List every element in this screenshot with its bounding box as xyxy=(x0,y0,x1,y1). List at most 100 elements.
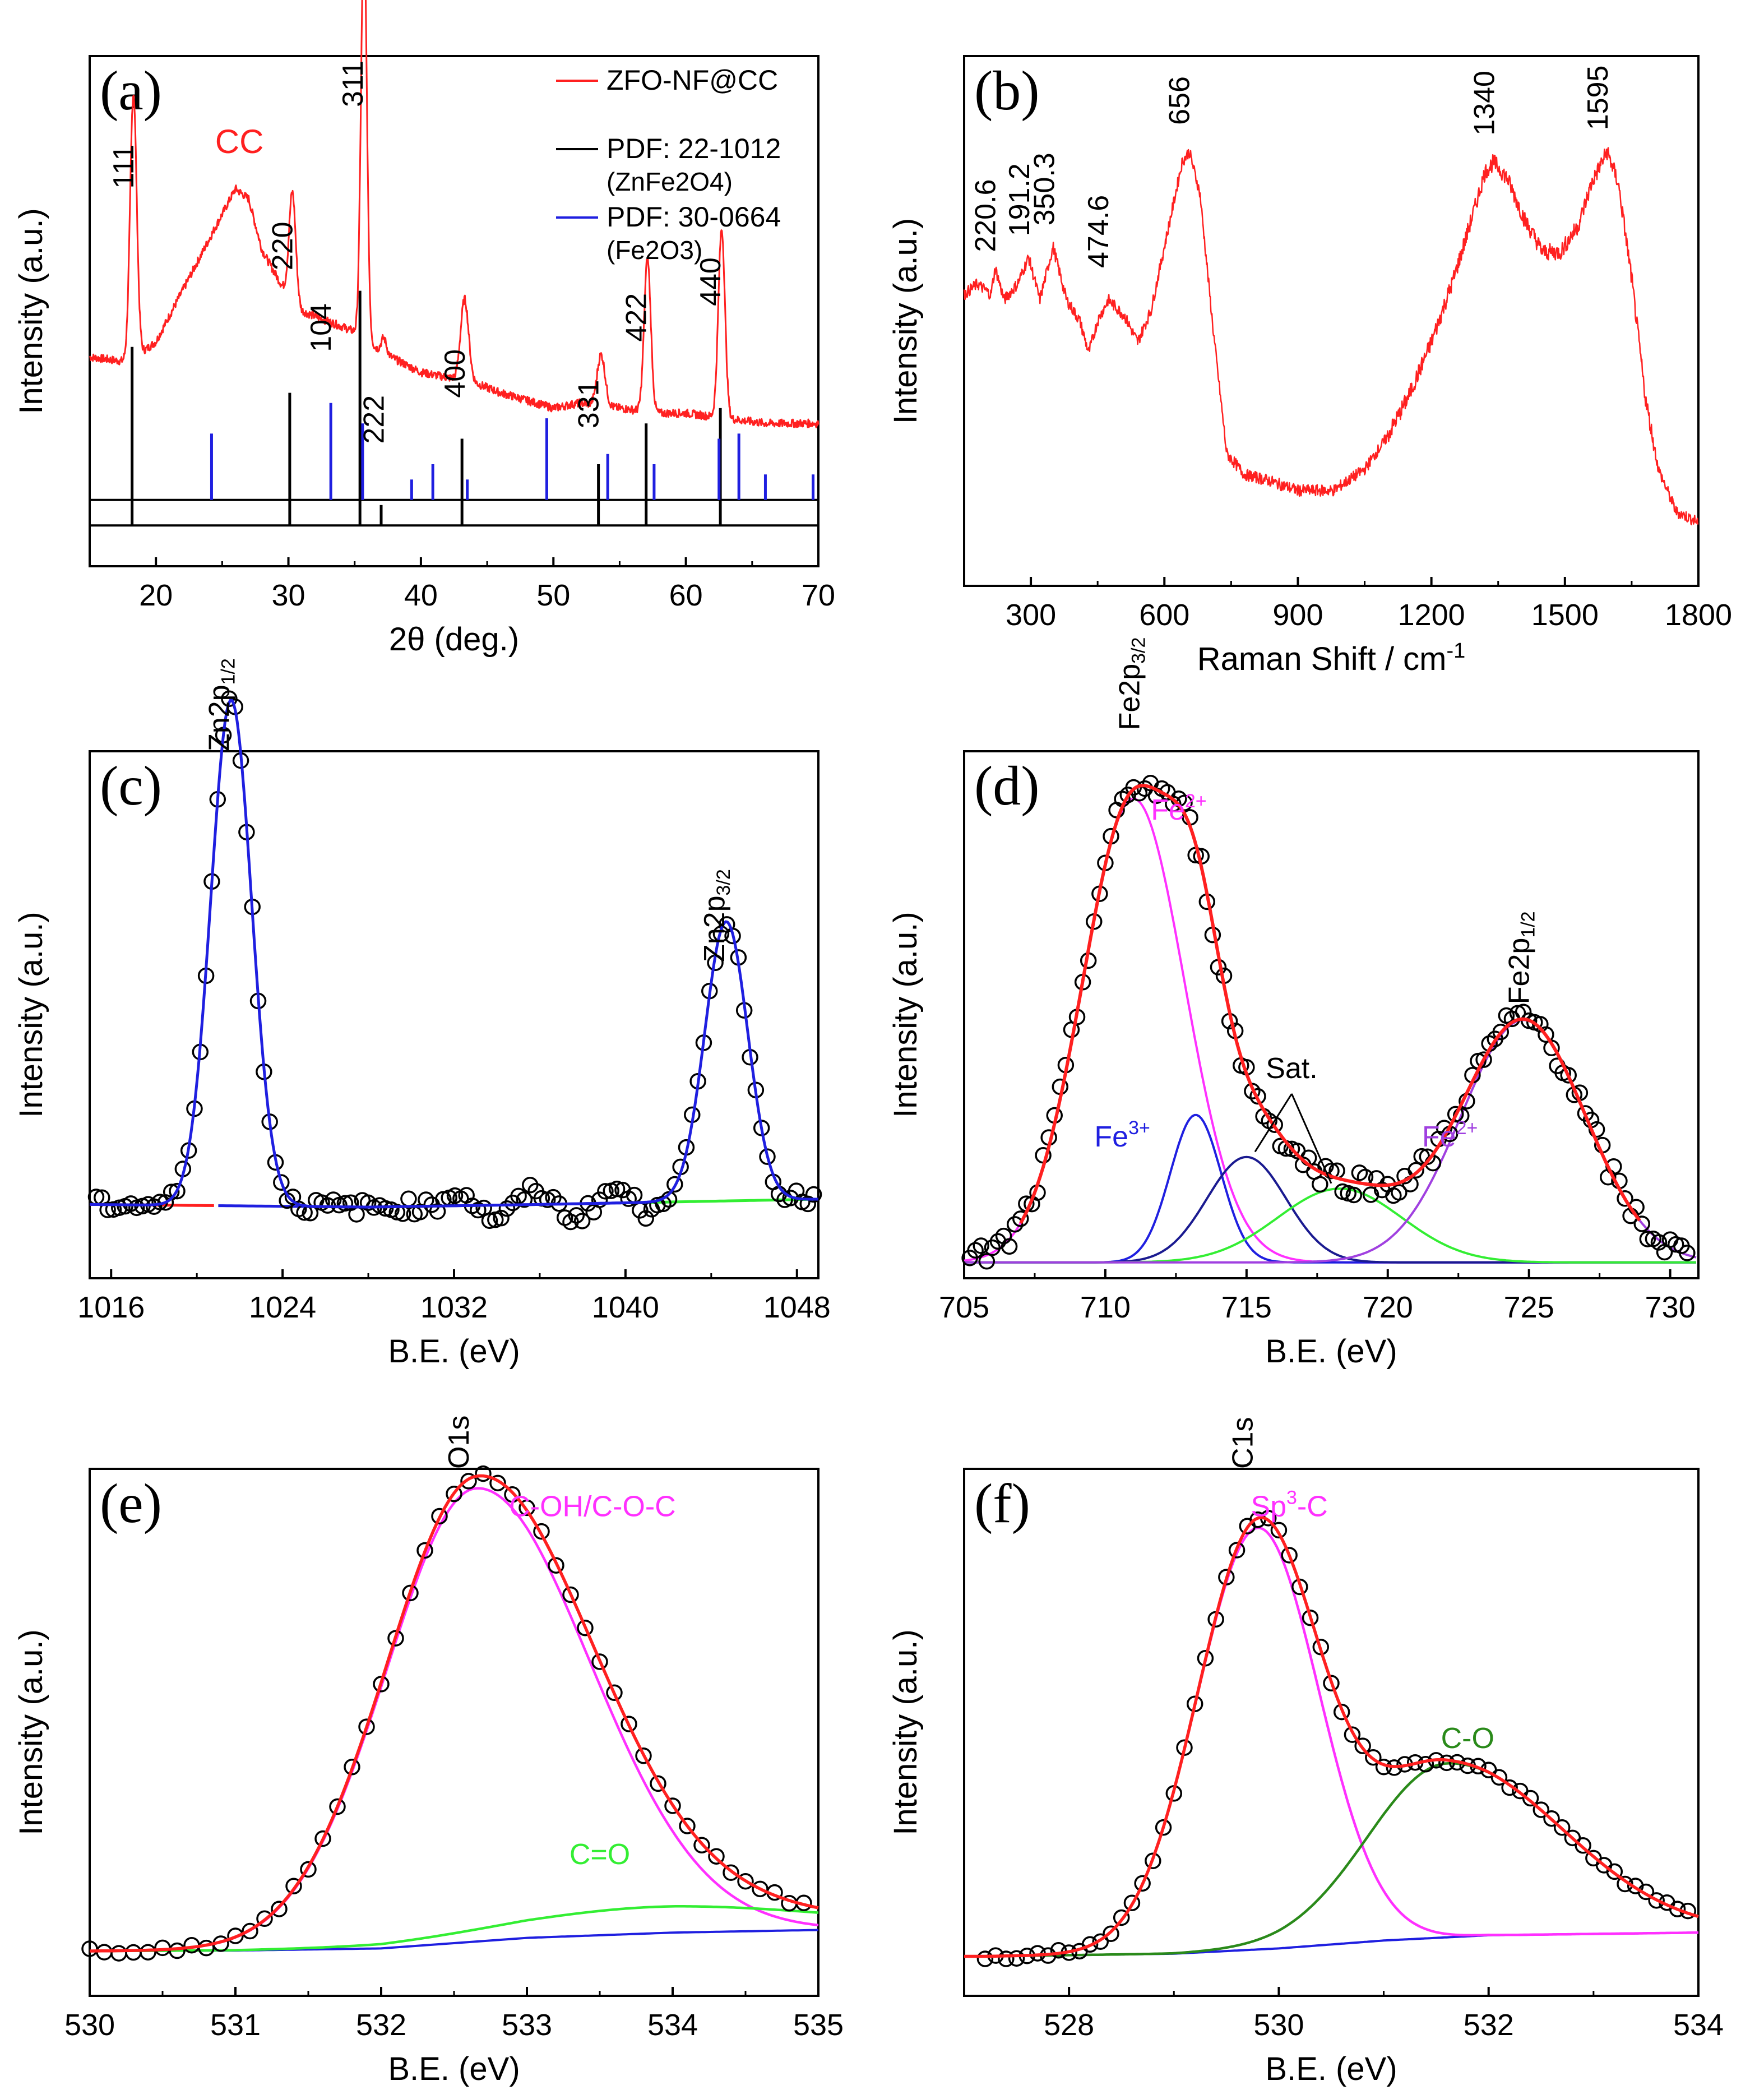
data-point xyxy=(1648,1892,1665,1909)
fit-envelope-line xyxy=(1019,784,1641,1224)
legend-sublabel: (ZnFe2O4) xyxy=(606,167,733,196)
x-axis-label: B.E. (eV) xyxy=(388,2051,520,2087)
x-tick-label: 1016 xyxy=(77,1291,145,1324)
data-point xyxy=(591,1653,608,1670)
data-point xyxy=(1281,1547,1298,1564)
annotation-label: 1340 xyxy=(1469,71,1501,136)
x-tick-label: 1040 xyxy=(592,1291,659,1324)
x-axis-label: 2θ (deg.) xyxy=(389,621,519,658)
x-tick-label: 600 xyxy=(1139,598,1189,632)
panel-label: (e) xyxy=(100,1472,162,1534)
data-point xyxy=(373,1676,390,1693)
x-tick-label: 725 xyxy=(1504,1291,1554,1324)
x-tick-label: 531 xyxy=(210,2008,261,2042)
data-point xyxy=(300,1861,317,1878)
data-point xyxy=(285,1878,302,1894)
data-point xyxy=(1103,1925,1119,1942)
data-point xyxy=(1617,1190,1633,1207)
data-point xyxy=(1344,1726,1361,1743)
annotation-label: 350.3 xyxy=(1028,152,1061,225)
data-point xyxy=(1588,1121,1605,1138)
data-point xyxy=(533,1523,550,1540)
plot-frame xyxy=(963,55,1700,587)
y-axis-label: Intensity (a.u.) xyxy=(887,912,924,1117)
x-tick-label: 715 xyxy=(1221,1291,1272,1324)
data-point xyxy=(1218,1569,1235,1585)
data-point xyxy=(666,1176,683,1193)
data-point xyxy=(973,1237,989,1254)
data-point xyxy=(1323,1675,1340,1692)
x-tick-label: 40 xyxy=(404,579,438,612)
x-tick-label: 710 xyxy=(1080,1291,1131,1324)
panel-label: (b) xyxy=(974,59,1040,122)
data-point xyxy=(1408,1162,1424,1179)
plot-frame xyxy=(963,1468,1700,1997)
data-point xyxy=(198,1939,215,1957)
data-point xyxy=(377,1200,394,1217)
data-point xyxy=(799,1195,817,1213)
data-point xyxy=(708,1848,725,1865)
data-point xyxy=(1092,1933,1109,1950)
x-tick-label: 900 xyxy=(1272,598,1323,632)
data-point xyxy=(1081,1936,1099,1953)
annotation-label: 474.6 xyxy=(1082,195,1115,268)
x-tick-label: 1024 xyxy=(249,1291,316,1324)
annotation-label: C-O xyxy=(1441,1722,1494,1755)
panel-label: (d) xyxy=(974,755,1040,817)
data-point xyxy=(976,1950,994,1967)
data-point xyxy=(1008,1950,1025,1967)
data-point xyxy=(1001,1238,1018,1255)
data-point xyxy=(314,1830,331,1847)
data-point xyxy=(723,1864,739,1881)
data-point xyxy=(679,1818,696,1834)
data-point xyxy=(1492,1023,1510,1041)
x-tick-label: 1048 xyxy=(763,1291,831,1324)
panel-label: (f) xyxy=(974,1472,1030,1534)
annotation-label: 400 xyxy=(439,349,471,398)
data-point xyxy=(1532,1801,1550,1818)
data-point xyxy=(1123,1894,1141,1911)
data-point xyxy=(446,1485,462,1502)
annotation-label: 656 xyxy=(1164,76,1196,125)
panel-label: (a) xyxy=(100,59,162,122)
x-tick-label: 533 xyxy=(502,2008,552,2042)
data-point xyxy=(359,1194,377,1211)
x-tick-label: 50 xyxy=(536,579,570,612)
data-point xyxy=(1490,1769,1508,1786)
legend-sublabel: (Fe2O3) xyxy=(606,235,702,265)
data-point xyxy=(1475,1051,1492,1068)
x-tick-label: 70 xyxy=(802,579,835,612)
data-point xyxy=(1050,1942,1067,1959)
x-tick-label: 20 xyxy=(139,579,173,612)
data-point xyxy=(1650,1234,1668,1251)
x-tick-label: 530 xyxy=(1253,2008,1304,2042)
data-point xyxy=(521,1177,539,1194)
data-point xyxy=(1438,1754,1455,1772)
data-point xyxy=(967,1242,984,1259)
data-point xyxy=(573,1213,591,1229)
legend-label: PDF: 30-0664 xyxy=(606,201,781,233)
fit-envelope-line xyxy=(90,699,818,1209)
data-point xyxy=(1522,1790,1539,1807)
data-point xyxy=(577,1619,594,1636)
data-point xyxy=(504,1486,521,1503)
legend-label: PDF: 22-1012 xyxy=(606,133,781,164)
data-point xyxy=(460,1473,477,1490)
x-axis-label: B.E. (eV) xyxy=(388,1333,520,1370)
data-point xyxy=(1155,1819,1172,1836)
x-tick-label: 730 xyxy=(1645,1291,1696,1324)
annotation-label: 104 xyxy=(305,303,337,352)
data-point xyxy=(998,1950,1015,1967)
data-point xyxy=(273,1174,290,1191)
data-point xyxy=(169,1182,186,1200)
data-point xyxy=(1606,1863,1623,1880)
data-point xyxy=(402,1584,419,1602)
data-point xyxy=(1312,1176,1328,1193)
plot-frame xyxy=(89,55,820,567)
data-point xyxy=(99,1201,116,1218)
data-point xyxy=(227,1927,244,1944)
data-point xyxy=(1637,1883,1655,1901)
data-point xyxy=(1006,1216,1024,1233)
chart-root: 20 30 40 50 60 70 2θ (deg.) Intensity (a.u.) (a)… xyxy=(13,0,1732,2087)
y-axis-label: Intensity (a.u.) xyxy=(13,912,49,1117)
